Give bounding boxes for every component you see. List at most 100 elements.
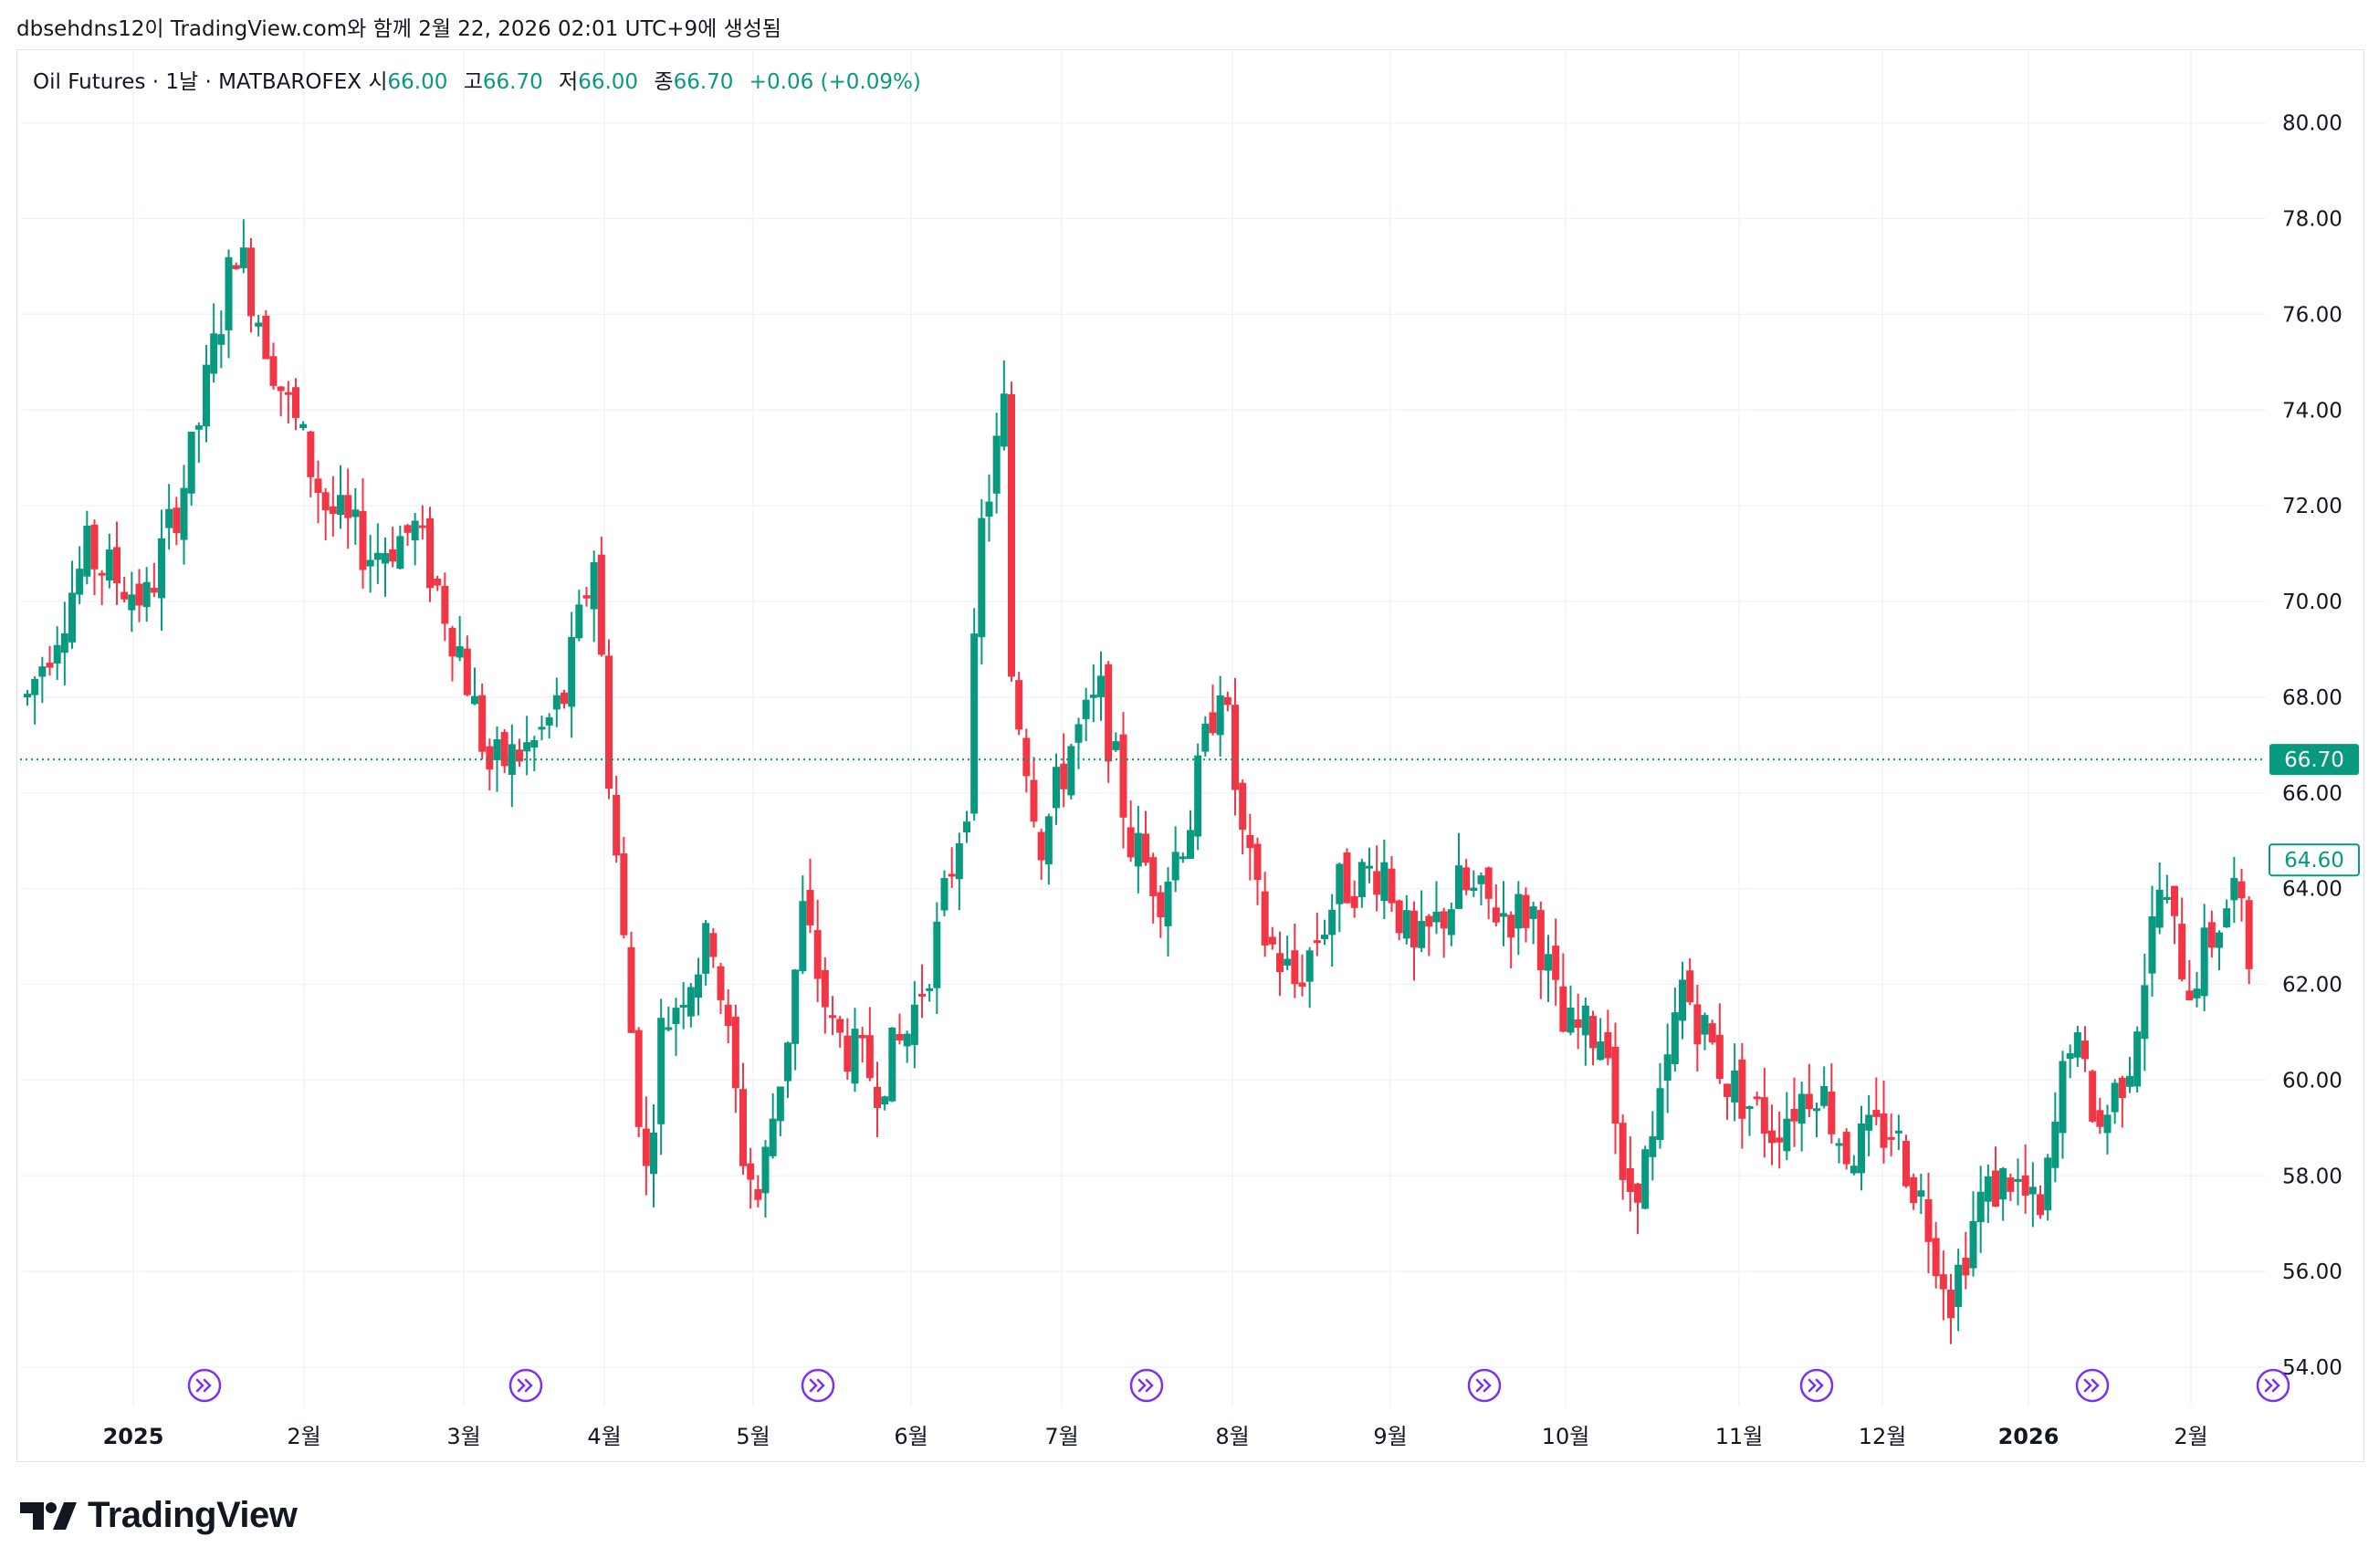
- candle: [142, 567, 151, 622]
- candle-body: [382, 553, 389, 564]
- candle-body: [1917, 1190, 1925, 1197]
- candle-body: [1455, 865, 1462, 909]
- candle: [1656, 1062, 1664, 1149]
- candle: [426, 507, 434, 602]
- candle-body: [1000, 393, 1008, 447]
- candle-body: [2178, 924, 2186, 980]
- event-marker-icon[interactable]: [2256, 1368, 2290, 1403]
- candle: [2073, 1025, 2081, 1067]
- tradingview-logo[interactable]: TradingView: [20, 1495, 298, 1536]
- candle-body: [337, 495, 344, 516]
- y-tick-label: 72.00: [2282, 495, 2342, 518]
- candle: [1828, 1062, 1836, 1145]
- candle: [1053, 753, 1060, 825]
- candle: [1745, 1105, 1754, 1136]
- candle-body: [2096, 1110, 2104, 1127]
- candle-body: [829, 1015, 836, 1019]
- candle: [1917, 1173, 1925, 1215]
- candle-body: [493, 739, 501, 760]
- candle-body: [1984, 1176, 1992, 1202]
- candle: [2223, 899, 2231, 928]
- candle: [60, 601, 68, 685]
- candle-body: [1962, 1258, 1970, 1276]
- candle: [68, 560, 76, 649]
- candle-body: [1357, 862, 1366, 898]
- candle-body: [545, 716, 553, 726]
- candle-body: [2089, 1071, 2097, 1122]
- candle-body: [851, 1029, 859, 1084]
- candle: [1253, 837, 1262, 905]
- candle-body: [247, 247, 255, 317]
- candle: [1134, 805, 1142, 894]
- candle-body: [90, 524, 99, 570]
- candle-body: [1626, 1168, 1634, 1192]
- candle-body: [1127, 827, 1135, 858]
- event-marker-icon[interactable]: [801, 1368, 835, 1403]
- candle-body: [217, 334, 225, 345]
- candle-body: [2037, 1194, 2044, 1216]
- candle-body: [486, 746, 494, 770]
- candle-body: [1253, 843, 1262, 881]
- candle-body: [1604, 1031, 1612, 1059]
- event-marker-arrow: [2083, 1378, 2100, 1393]
- x-tick-label: 9월: [1373, 1424, 1407, 1449]
- candle-body: [1395, 900, 1403, 934]
- candle-body: [627, 946, 635, 1033]
- candle: [478, 684, 487, 760]
- candle-body: [1321, 935, 1328, 939]
- candle-body: [83, 526, 91, 577]
- candle-body: [702, 923, 710, 974]
- candle-body: [508, 744, 516, 775]
- candle: [865, 1007, 874, 1082]
- candle-body: [1932, 1238, 1940, 1277]
- candle: [1097, 651, 1105, 721]
- candle: [2185, 959, 2194, 1001]
- candle: [613, 776, 621, 863]
- candle-body: [411, 520, 419, 541]
- candle: [1305, 946, 1314, 1009]
- candle-body: [634, 1030, 643, 1127]
- event-marker-arrow: [517, 1378, 533, 1393]
- secondary-price-tag: [2269, 843, 2360, 877]
- candle: [1157, 885, 1165, 938]
- chart-legend: Oil Futures · 1날 · MATBAROFEX 시66.00 고66…: [33, 64, 930, 95]
- event-marker-icon[interactable]: [1799, 1368, 1834, 1403]
- candle: [582, 587, 591, 607]
- event-marker-icon[interactable]: [1129, 1368, 1164, 1403]
- candle: [2044, 1154, 2052, 1221]
- candle: [1924, 1172, 1933, 1274]
- candle: [1044, 813, 1053, 885]
- candle-body: [299, 423, 308, 429]
- candle: [933, 902, 941, 1015]
- event-marker-icon[interactable]: [508, 1368, 543, 1403]
- event-marker-circle: [2075, 1368, 2110, 1403]
- event-marker-icon[interactable]: [2075, 1368, 2110, 1403]
- candle-body: [1082, 699, 1090, 719]
- candle: [1850, 1155, 1858, 1176]
- candle-body: [1268, 936, 1276, 945]
- event-marker-icon[interactable]: [1467, 1368, 1502, 1403]
- tradingview-brand: TradingView: [88, 1495, 298, 1535]
- candle: [1410, 901, 1418, 981]
- candle-body: [970, 633, 979, 814]
- candle-body: [478, 695, 487, 752]
- candle-body: [2245, 900, 2253, 969]
- candle-body: [1507, 915, 1515, 938]
- candle-body: [1402, 910, 1410, 939]
- candle-body: [1343, 852, 1351, 904]
- candle-body: [46, 663, 54, 668]
- candle-body: [150, 587, 158, 593]
- candle-body: [1924, 1198, 1933, 1242]
- candle: [2216, 930, 2223, 971]
- x-tick-label: 10월: [1542, 1424, 1590, 1449]
- candle: [851, 1008, 859, 1092]
- candle-body: [76, 569, 84, 595]
- event-marker-icon[interactable]: [187, 1368, 222, 1403]
- candle: [940, 870, 948, 917]
- legend-close-value: 66.70: [673, 70, 734, 94]
- candle-body: [2059, 1061, 2067, 1134]
- candle-body: [1790, 1109, 1798, 1122]
- candle-body: [1305, 950, 1314, 982]
- candle-body: [1053, 767, 1060, 809]
